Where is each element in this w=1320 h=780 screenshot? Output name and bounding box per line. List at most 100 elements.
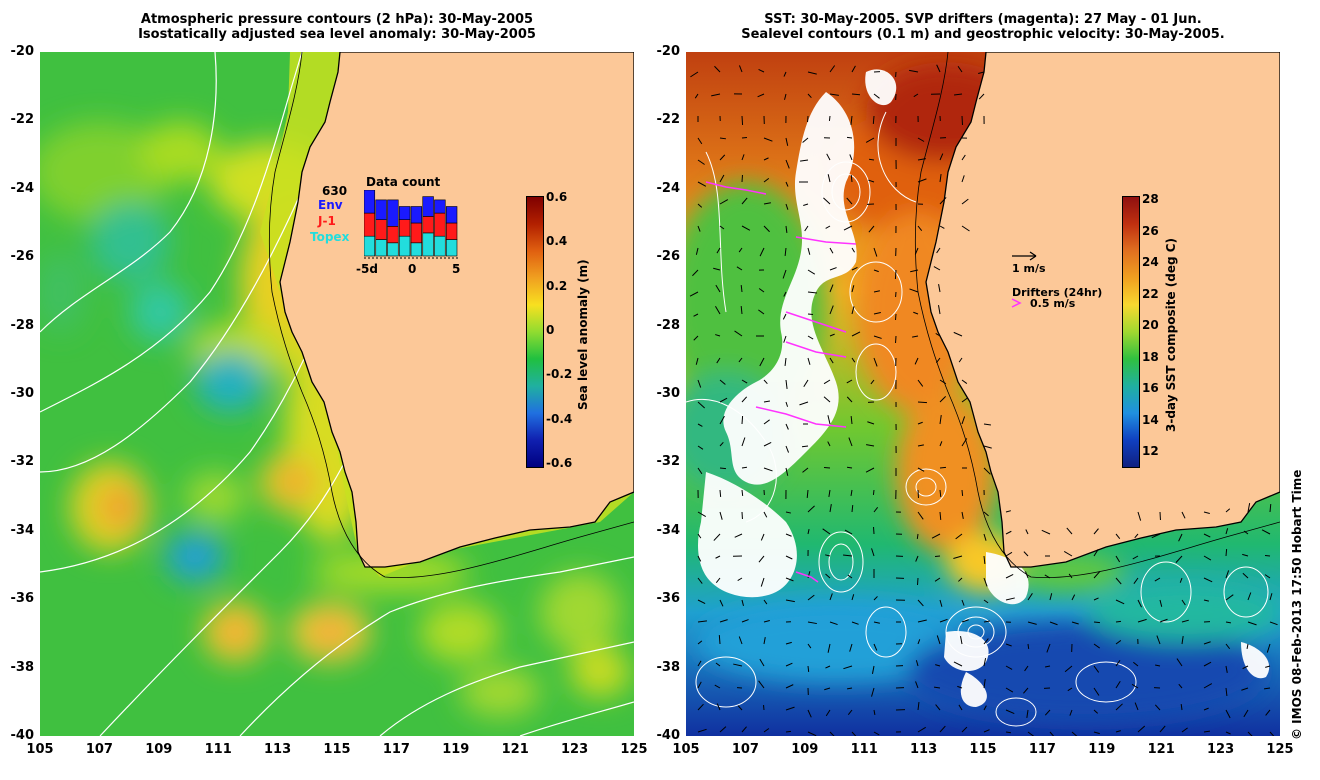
velocity-arrow bbox=[1225, 508, 1231, 513]
velocity-arrow bbox=[697, 555, 702, 562]
velocity-arrow bbox=[759, 247, 765, 257]
velocity-arrow bbox=[1071, 594, 1076, 601]
right-x-tick-9: 123 bbox=[1207, 742, 1235, 757]
velocity-arrow bbox=[785, 555, 793, 560]
velocity-arrow bbox=[1247, 592, 1252, 601]
velocity-arrow bbox=[868, 179, 875, 183]
velocity-arrow bbox=[848, 437, 853, 447]
velocity-arrow bbox=[1175, 555, 1183, 563]
data-count-bar-1-env bbox=[375, 199, 387, 220]
velocity-arrow bbox=[933, 266, 941, 271]
velocity-arrow bbox=[1005, 665, 1013, 670]
velocity-arrow bbox=[697, 159, 705, 165]
velocity-arrow bbox=[734, 533, 743, 538]
velocity-arrow bbox=[1247, 731, 1253, 736]
data-count-bar-2-j1 bbox=[387, 225, 399, 244]
velocity-arrow bbox=[917, 639, 921, 645]
velocity-arrow bbox=[785, 684, 794, 689]
velocity-arrow bbox=[715, 662, 721, 667]
velocity-arrow bbox=[740, 284, 743, 293]
velocity-arrow bbox=[741, 225, 751, 231]
velocity-arrow bbox=[873, 93, 880, 99]
velocity-arrow bbox=[741, 415, 744, 425]
velocity-arrow bbox=[741, 489, 744, 497]
velocity-arrow bbox=[719, 415, 725, 425]
velocity-arrow bbox=[785, 706, 795, 711]
velocity-arrow bbox=[1179, 577, 1183, 583]
velocity-arrow bbox=[851, 731, 857, 736]
velocity-arrow bbox=[1005, 643, 1012, 647]
velocity-arrow bbox=[1241, 687, 1249, 691]
left-cb-tick-1: 0.4 bbox=[546, 234, 568, 249]
velocity-arrow bbox=[983, 658, 987, 667]
velocity-arrow bbox=[715, 555, 721, 559]
velocity-arrow bbox=[1203, 511, 1210, 514]
velocity-arrow bbox=[1269, 503, 1272, 513]
velocity-arrow bbox=[873, 335, 882, 339]
velocity-arrow bbox=[983, 533, 987, 541]
velocity-arrow bbox=[865, 137, 875, 143]
velocity-arrow bbox=[961, 511, 964, 519]
velocity-arrow bbox=[1154, 704, 1161, 711]
velocity-arrow bbox=[958, 704, 963, 711]
velocity-arrow bbox=[1155, 664, 1161, 667]
velocity-arrow bbox=[1264, 574, 1271, 579]
velocity-arrow bbox=[865, 467, 875, 473]
left-sea-level-map[interactable] bbox=[40, 52, 634, 736]
velocity-arrow bbox=[782, 269, 787, 279]
velocity-arrow bbox=[829, 357, 834, 364]
velocity-arrow bbox=[714, 684, 721, 689]
velocity-arrow bbox=[719, 199, 729, 205]
velocity-arrow bbox=[825, 665, 831, 669]
australia-landmass bbox=[279, 52, 634, 568]
left-x-tick-9: 123 bbox=[561, 742, 589, 757]
velocity-arrow bbox=[917, 467, 925, 472]
left-x-tick-2: 109 bbox=[145, 742, 173, 757]
left-y-tick-0: -20 bbox=[10, 44, 35, 59]
velocity-arrow bbox=[690, 71, 699, 78]
velocity-arrow bbox=[1115, 680, 1121, 689]
velocity-arrow bbox=[957, 685, 963, 689]
velocity-arrow bbox=[843, 665, 853, 670]
legend-env: Env bbox=[318, 198, 343, 212]
geostrophic-velocity-arrows bbox=[689, 64, 1278, 736]
velocity-arrow bbox=[1178, 683, 1183, 689]
velocity-arrow bbox=[829, 93, 839, 96]
cloud-mask bbox=[698, 69, 1270, 707]
velocity-arrow bbox=[1024, 665, 1029, 672]
velocity-arrow bbox=[1242, 572, 1249, 579]
data-count-bar-3-topex bbox=[398, 235, 411, 257]
velocity-arrow bbox=[697, 703, 704, 711]
velocity-arrow bbox=[784, 247, 787, 257]
right-sst-map[interactable] bbox=[686, 52, 1280, 736]
right-y-tick-0: -20 bbox=[656, 44, 681, 59]
right-y-tick-9: -38 bbox=[656, 659, 681, 675]
velocity-arrow bbox=[715, 334, 721, 337]
velocity-arrow bbox=[1225, 731, 1231, 735]
velocity-arrow bbox=[1093, 665, 1100, 673]
left-x-tick-4: 113 bbox=[264, 742, 292, 757]
velocity-arrow bbox=[828, 115, 831, 122]
velocity-arrow bbox=[1131, 683, 1139, 689]
velocity-arrow bbox=[1005, 687, 1014, 693]
velocity-arrow bbox=[957, 65, 963, 73]
velocity-arrow bbox=[917, 158, 926, 161]
velocity-arrow bbox=[697, 660, 702, 667]
velocity-arrow bbox=[829, 731, 835, 736]
imos-credit: © IMOS 08-Feb-2013 17:50 Hobart Time bbox=[1290, 469, 1304, 740]
velocity-arrow bbox=[1181, 599, 1186, 606]
velocity-arrow bbox=[1046, 643, 1051, 653]
velocity-arrow bbox=[961, 154, 966, 161]
velocity-arrow bbox=[738, 65, 743, 73]
velocity-arrow bbox=[917, 444, 924, 447]
velocity-arrow bbox=[785, 203, 789, 210]
velocity-arrow bbox=[1115, 703, 1123, 711]
velocity-arrow bbox=[850, 489, 853, 496]
velocity-arrow bbox=[763, 620, 770, 623]
velocity-arrow bbox=[1225, 665, 1228, 673]
velocity-arrow bbox=[807, 594, 815, 601]
velocity-arrow bbox=[1203, 641, 1211, 645]
velocity-arrow bbox=[807, 269, 816, 275]
velocity-scale-arrow bbox=[1012, 251, 1037, 261]
velocity-arrow bbox=[983, 599, 989, 604]
